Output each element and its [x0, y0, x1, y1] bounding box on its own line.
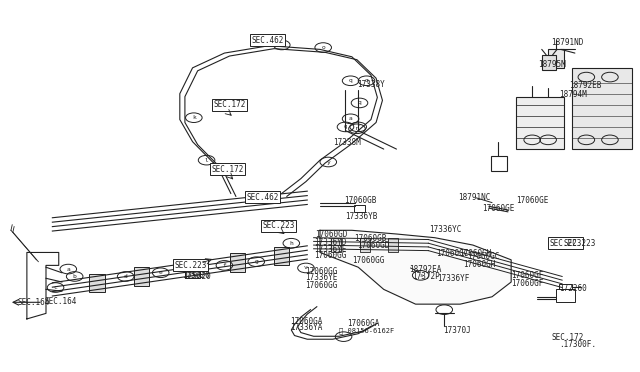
Text: 17060GH: 17060GH	[459, 249, 492, 258]
Text: .17300F.: .17300F.	[559, 340, 596, 349]
Text: 17338M: 17338M	[333, 138, 361, 147]
Text: 17060GA: 17060GA	[348, 319, 380, 328]
Text: 17370J: 17370J	[443, 326, 471, 335]
Text: 18794M: 18794M	[559, 90, 587, 99]
Text: SEC.172: SEC.172	[213, 100, 246, 109]
Bar	[548, 49, 564, 68]
Polygon shape	[320, 230, 511, 304]
Text: e: e	[159, 270, 163, 275]
Text: s: s	[419, 273, 422, 278]
Text: q: q	[344, 124, 347, 129]
Bar	[559, 284, 572, 289]
Bar	[541, 55, 556, 70]
Text: SEC.223: SEC.223	[563, 239, 596, 248]
Text: SEC.172: SEC.172	[552, 333, 584, 342]
Text: d: d	[124, 274, 127, 279]
Text: 17060GC: 17060GC	[436, 249, 469, 258]
Text: 17060GG: 17060GG	[305, 281, 337, 290]
Text: 17060GE: 17060GE	[483, 204, 515, 214]
Bar	[491, 157, 507, 171]
Text: 17060GG: 17060GG	[314, 251, 347, 260]
Text: a: a	[67, 267, 70, 272]
Text: SEC.462: SEC.462	[246, 193, 279, 202]
Text: 18792EB: 18792EB	[569, 81, 602, 90]
Text: q: q	[349, 78, 353, 83]
Text: 17060GB: 17060GB	[355, 234, 387, 243]
Text: 17336YC: 17336YC	[429, 225, 461, 234]
Bar	[572, 68, 632, 149]
Text: 17060GA: 17060GA	[290, 317, 323, 326]
Text: 17060GF: 17060GF	[511, 271, 543, 280]
Text: 17060GB: 17060GB	[344, 196, 376, 205]
Text: 18791NC: 18791NC	[458, 193, 490, 202]
Text: SEC.223: SEC.223	[549, 239, 582, 248]
Text: 17336YE: 17336YE	[305, 273, 337, 282]
Text: k: k	[192, 115, 196, 120]
Text: 17336YA: 17336YA	[290, 323, 323, 331]
Text: 17060GF: 17060GF	[511, 279, 543, 288]
Text: o: o	[321, 45, 325, 50]
Text: 18792EA: 18792EA	[409, 265, 442, 274]
Text: 17336YF: 17336YF	[437, 274, 470, 283]
Text: c: c	[54, 285, 58, 290]
Bar	[230, 253, 245, 272]
Bar	[556, 289, 575, 302]
Bar	[354, 205, 365, 212]
Text: b: b	[73, 274, 77, 279]
Text: SEC.164: SEC.164	[17, 298, 50, 307]
Text: 172260: 172260	[559, 284, 588, 293]
Text: 17060GH: 17060GH	[463, 260, 496, 269]
Text: SEC.164: SEC.164	[45, 297, 77, 306]
Text: r: r	[355, 126, 359, 131]
Text: 18791ND: 18791ND	[551, 38, 584, 47]
Text: p: p	[280, 42, 284, 48]
Text: 17060GC: 17060GC	[467, 252, 500, 262]
Text: 17336YD: 17336YD	[314, 238, 347, 247]
Text: SEC.223: SEC.223	[175, 261, 207, 270]
Text: 17060GG: 17060GG	[353, 256, 385, 265]
Text: 17060GD: 17060GD	[316, 230, 348, 239]
Text: SEC.462: SEC.462	[252, 36, 284, 45]
Text: v: v	[304, 266, 308, 270]
Text: a: a	[349, 116, 353, 121]
Bar	[360, 238, 370, 252]
Text: 17060GD: 17060GD	[358, 241, 390, 250]
Text: q: q	[365, 78, 369, 83]
Text: 17336YE: 17336YE	[314, 245, 347, 254]
Bar	[134, 267, 149, 286]
Text: SEC.172: SEC.172	[211, 165, 244, 174]
Bar	[516, 97, 564, 149]
Bar	[388, 238, 398, 252]
Text: 17338Y: 17338Y	[357, 80, 385, 89]
Text: 17372P: 17372P	[412, 272, 440, 281]
Bar	[90, 274, 104, 292]
Text: Ⓛ 08156-6162F: Ⓛ 08156-6162F	[339, 327, 394, 334]
Bar	[274, 247, 289, 265]
Text: q: q	[358, 100, 362, 105]
Bar	[331, 238, 341, 252]
Text: r: r	[356, 124, 360, 129]
Text: g: g	[255, 259, 258, 264]
Text: 17336YB: 17336YB	[346, 212, 378, 221]
Text: 17060GG: 17060GG	[305, 267, 337, 276]
Text: h: h	[289, 241, 293, 246]
Text: 175020: 175020	[182, 271, 209, 280]
Text: 17060GE: 17060GE	[516, 196, 548, 205]
Bar	[185, 260, 200, 278]
Text: y: y	[326, 160, 330, 164]
Text: 175020: 175020	[183, 272, 211, 281]
Text: f: f	[223, 263, 227, 268]
Text: SEC.223: SEC.223	[262, 221, 295, 230]
Text: l: l	[205, 158, 209, 163]
Text: 18795M: 18795M	[539, 60, 566, 70]
